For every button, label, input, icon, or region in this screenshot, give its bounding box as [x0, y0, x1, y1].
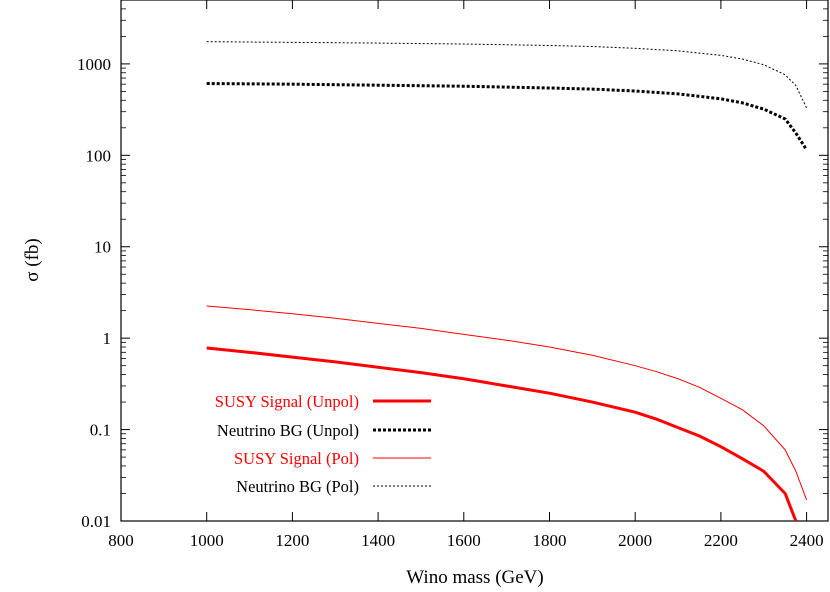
y-tick-label: 0.1 — [90, 421, 111, 440]
x-tick-label: 2400 — [790, 531, 824, 550]
y-tick-label: 1000 — [77, 55, 111, 74]
x-tick-label: 1800 — [532, 531, 566, 550]
legend: SUSY Signal (Unpol) Neutrino BG (Unpol) SU… — [215, 392, 431, 496]
legend-label-neutrino-pol: Neutrino BG (Pol) — [236, 477, 359, 496]
series-line-neutrino-unpol — [206, 82, 808, 151]
x-tick-label: 2000 — [618, 531, 652, 550]
x-tick-label: 1400 — [361, 531, 395, 550]
y-tick-label: 10 — [94, 238, 111, 257]
series-line-susy-pol — [206, 305, 808, 501]
y-tick-label: 1 — [103, 329, 112, 348]
x-tick-label: 2200 — [704, 531, 738, 550]
plot-frame — [120, 0, 829, 522]
series-line-neutrino-pol — [206, 41, 808, 109]
legend-label-neutrino-unpol: Neutrino BG (Unpol) — [217, 421, 359, 440]
x-tick-label: 1200 — [275, 531, 309, 550]
series-lines — [206, 41, 808, 521]
x-tick-label: 1000 — [190, 531, 224, 550]
axis-ticks — [120, 0, 828, 522]
y-tick-label: 0.01 — [81, 512, 111, 531]
x-tick-label: 800 — [108, 531, 134, 550]
x-tick-label: 1600 — [447, 531, 481, 550]
legend-label-susy-unpol: SUSY Signal (Unpol) — [215, 392, 359, 411]
y-tick-label: 100 — [86, 146, 112, 165]
x-axis-title: Wino mass (GeV) — [406, 567, 543, 588]
legend-label-susy-pol: SUSY Signal (Pol) — [234, 449, 359, 468]
series-line-susy-unpol — [206, 346, 798, 521]
y-axis-title: σ (fb) — [22, 238, 43, 281]
axis-tick-labels: 800 1000 1200 1400 1600 1800 2000 2200 2400 0.01 0… — [77, 55, 824, 550]
